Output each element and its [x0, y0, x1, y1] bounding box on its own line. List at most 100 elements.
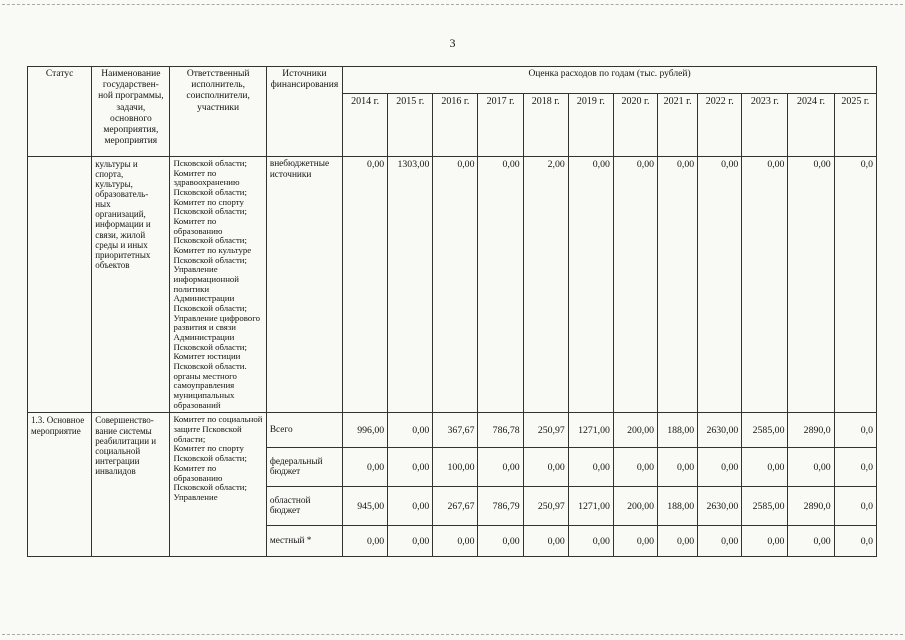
value-cell: 0,00 — [387, 525, 434, 558]
value-cell: 2585,00 — [741, 486, 789, 527]
value-cell: 0,00 — [697, 525, 743, 558]
funding-source-cell: федеральный бюджет — [265, 447, 344, 488]
value-cell: 2890,0 — [787, 486, 835, 527]
value-cell: 0,00 — [477, 155, 524, 414]
executor-cell: Комитет по социальной защите Псковской о… — [169, 412, 267, 558]
value-cell: 0,00 — [522, 525, 569, 558]
year-header: 2021 г. — [657, 93, 699, 157]
value-cell: 0,00 — [787, 155, 835, 414]
value-cell: 367,67 — [432, 412, 479, 449]
header-row-top: Статус Наименование государствен- ной пр… — [26, 66, 877, 157]
value-cell: 250,97 — [522, 486, 569, 527]
year-header: 2022 г. — [697, 93, 743, 157]
page-number: 3 — [449, 36, 456, 50]
executor-cell: Псковской области; Комитет по здравоохра… — [169, 155, 267, 414]
year-header: 2019 г. — [567, 93, 614, 157]
value-cell: 0,00 — [612, 155, 659, 414]
value-cell: 0,00 — [387, 412, 434, 449]
value-cell: 0,00 — [477, 447, 524, 488]
value-cell: 0,00 — [657, 525, 699, 558]
value-cell: 0,00 — [697, 155, 743, 414]
value-cell: 786,78 — [477, 412, 524, 449]
value-cell: 996,00 — [342, 412, 389, 449]
value-cell: 2,00 — [522, 155, 569, 414]
value-cell: 0,00 — [432, 525, 479, 558]
value-cell: 0,00 — [432, 155, 479, 414]
program-name-cell: культуры и спорта, культуры, образовател… — [91, 155, 171, 414]
program-expense-table: Статус Наименование государствен- ной пр… — [26, 66, 878, 558]
program-name-cell: Совершенство- вание системы реабилитации… — [91, 412, 171, 558]
expense-estimate-header: Оценка расходов по годам (тыс. рублей) — [342, 66, 877, 94]
value-cell: 0,00 — [387, 486, 434, 527]
executor-header: Ответственный исполнитель, соисполнители… — [169, 66, 267, 157]
status-cell: 1.3. Основное мероприятие — [26, 412, 93, 558]
funding-source-header: Источники финансирования — [265, 66, 344, 157]
year-header: 2014 г. — [342, 93, 389, 157]
year-header: 2018 г. — [522, 93, 569, 157]
value-cell: 0,00 — [741, 525, 789, 558]
value-cell: 2630,00 — [697, 486, 743, 527]
year-header: 2020 г. — [612, 93, 659, 157]
table-row-federal-budget: федеральный бюджет 0,00 0,00 100,00 0,00… — [28, 447, 878, 488]
value-cell: 0,0 — [833, 412, 878, 449]
scan-artifact-top — [2, 4, 903, 5]
value-cell: 0,0 — [833, 525, 878, 558]
value-cell: 0,00 — [342, 447, 389, 488]
year-header: 2016 г. — [432, 93, 479, 157]
value-cell: 945,00 — [342, 486, 389, 527]
value-cell: 0,00 — [612, 525, 659, 558]
table-row-regional-budget: областной бюджет 945,00 0,00 267,67 786,… — [28, 486, 878, 527]
table-row-measure-total: 1.3. Основное мероприятие Совершенство- … — [26, 412, 878, 558]
value-cell: 0,0 — [833, 486, 878, 527]
value-cell: 0,00 — [787, 447, 835, 488]
table-row-continuation: культуры и спорта, культуры, образовател… — [26, 155, 878, 414]
value-cell: 1271,00 — [567, 486, 614, 527]
year-header: 2024 г. — [787, 93, 835, 157]
program-name-header: Наименование государствен- ной программы… — [91, 66, 171, 157]
value-cell: 200,00 — [612, 412, 659, 449]
table-row-local-budget: местный * 0,00 0,00 0,00 0,00 0,00 0,00 … — [28, 525, 878, 558]
value-cell: 0,00 — [657, 155, 699, 414]
value-cell: 0,0 — [833, 155, 878, 414]
value-cell: 0,00 — [387, 447, 434, 488]
value-cell: 1271,00 — [567, 412, 614, 449]
value-cell: 0,00 — [697, 447, 743, 488]
value-cell: 2630,00 — [697, 412, 743, 449]
value-cell: 0,00 — [567, 155, 614, 414]
value-cell: 267,67 — [432, 486, 479, 527]
funding-source-cell: Всего — [265, 412, 344, 449]
year-header: 2017 г. — [477, 93, 524, 157]
value-cell: 250,97 — [522, 412, 569, 449]
funding-source-cell: областной бюджет — [265, 486, 344, 527]
value-cell: 1303,00 — [387, 155, 434, 414]
header-row-years: 2014 г. 2015 г. 2016 г. 2017 г. 2018 г. … — [28, 93, 878, 157]
status-header: Статус — [26, 66, 93, 157]
value-cell: 0,00 — [567, 525, 614, 558]
value-cell: 100,00 — [432, 447, 479, 488]
value-cell: 0,0 — [833, 447, 878, 488]
scan-artifact-bottom — [2, 634, 903, 635]
funding-source-cell: местный * — [265, 525, 344, 558]
value-cell: 0,00 — [567, 447, 614, 488]
value-cell: 0,00 — [787, 525, 835, 558]
value-cell: 2585,00 — [741, 412, 789, 449]
year-header: 2025 г. — [833, 93, 878, 157]
funding-source-cell: внебюджетные источники — [265, 155, 344, 414]
value-cell: 0,00 — [342, 525, 389, 558]
value-cell: 0,00 — [342, 155, 389, 414]
year-header: 2023 г. — [741, 93, 789, 157]
value-cell: 188,00 — [657, 486, 699, 527]
value-cell: 0,00 — [477, 525, 524, 558]
value-cell: 0,00 — [612, 447, 659, 488]
value-cell: 2890,0 — [787, 412, 835, 449]
value-cell: 0,00 — [522, 447, 569, 488]
value-cell: 0,00 — [741, 155, 789, 414]
value-cell: 200,00 — [612, 486, 659, 527]
status-cell — [26, 155, 93, 414]
value-cell: 188,00 — [657, 412, 699, 449]
value-cell: 0,00 — [657, 447, 699, 488]
year-header: 2015 г. — [387, 93, 434, 157]
value-cell: 0,00 — [741, 447, 789, 488]
value-cell: 786,79 — [477, 486, 524, 527]
